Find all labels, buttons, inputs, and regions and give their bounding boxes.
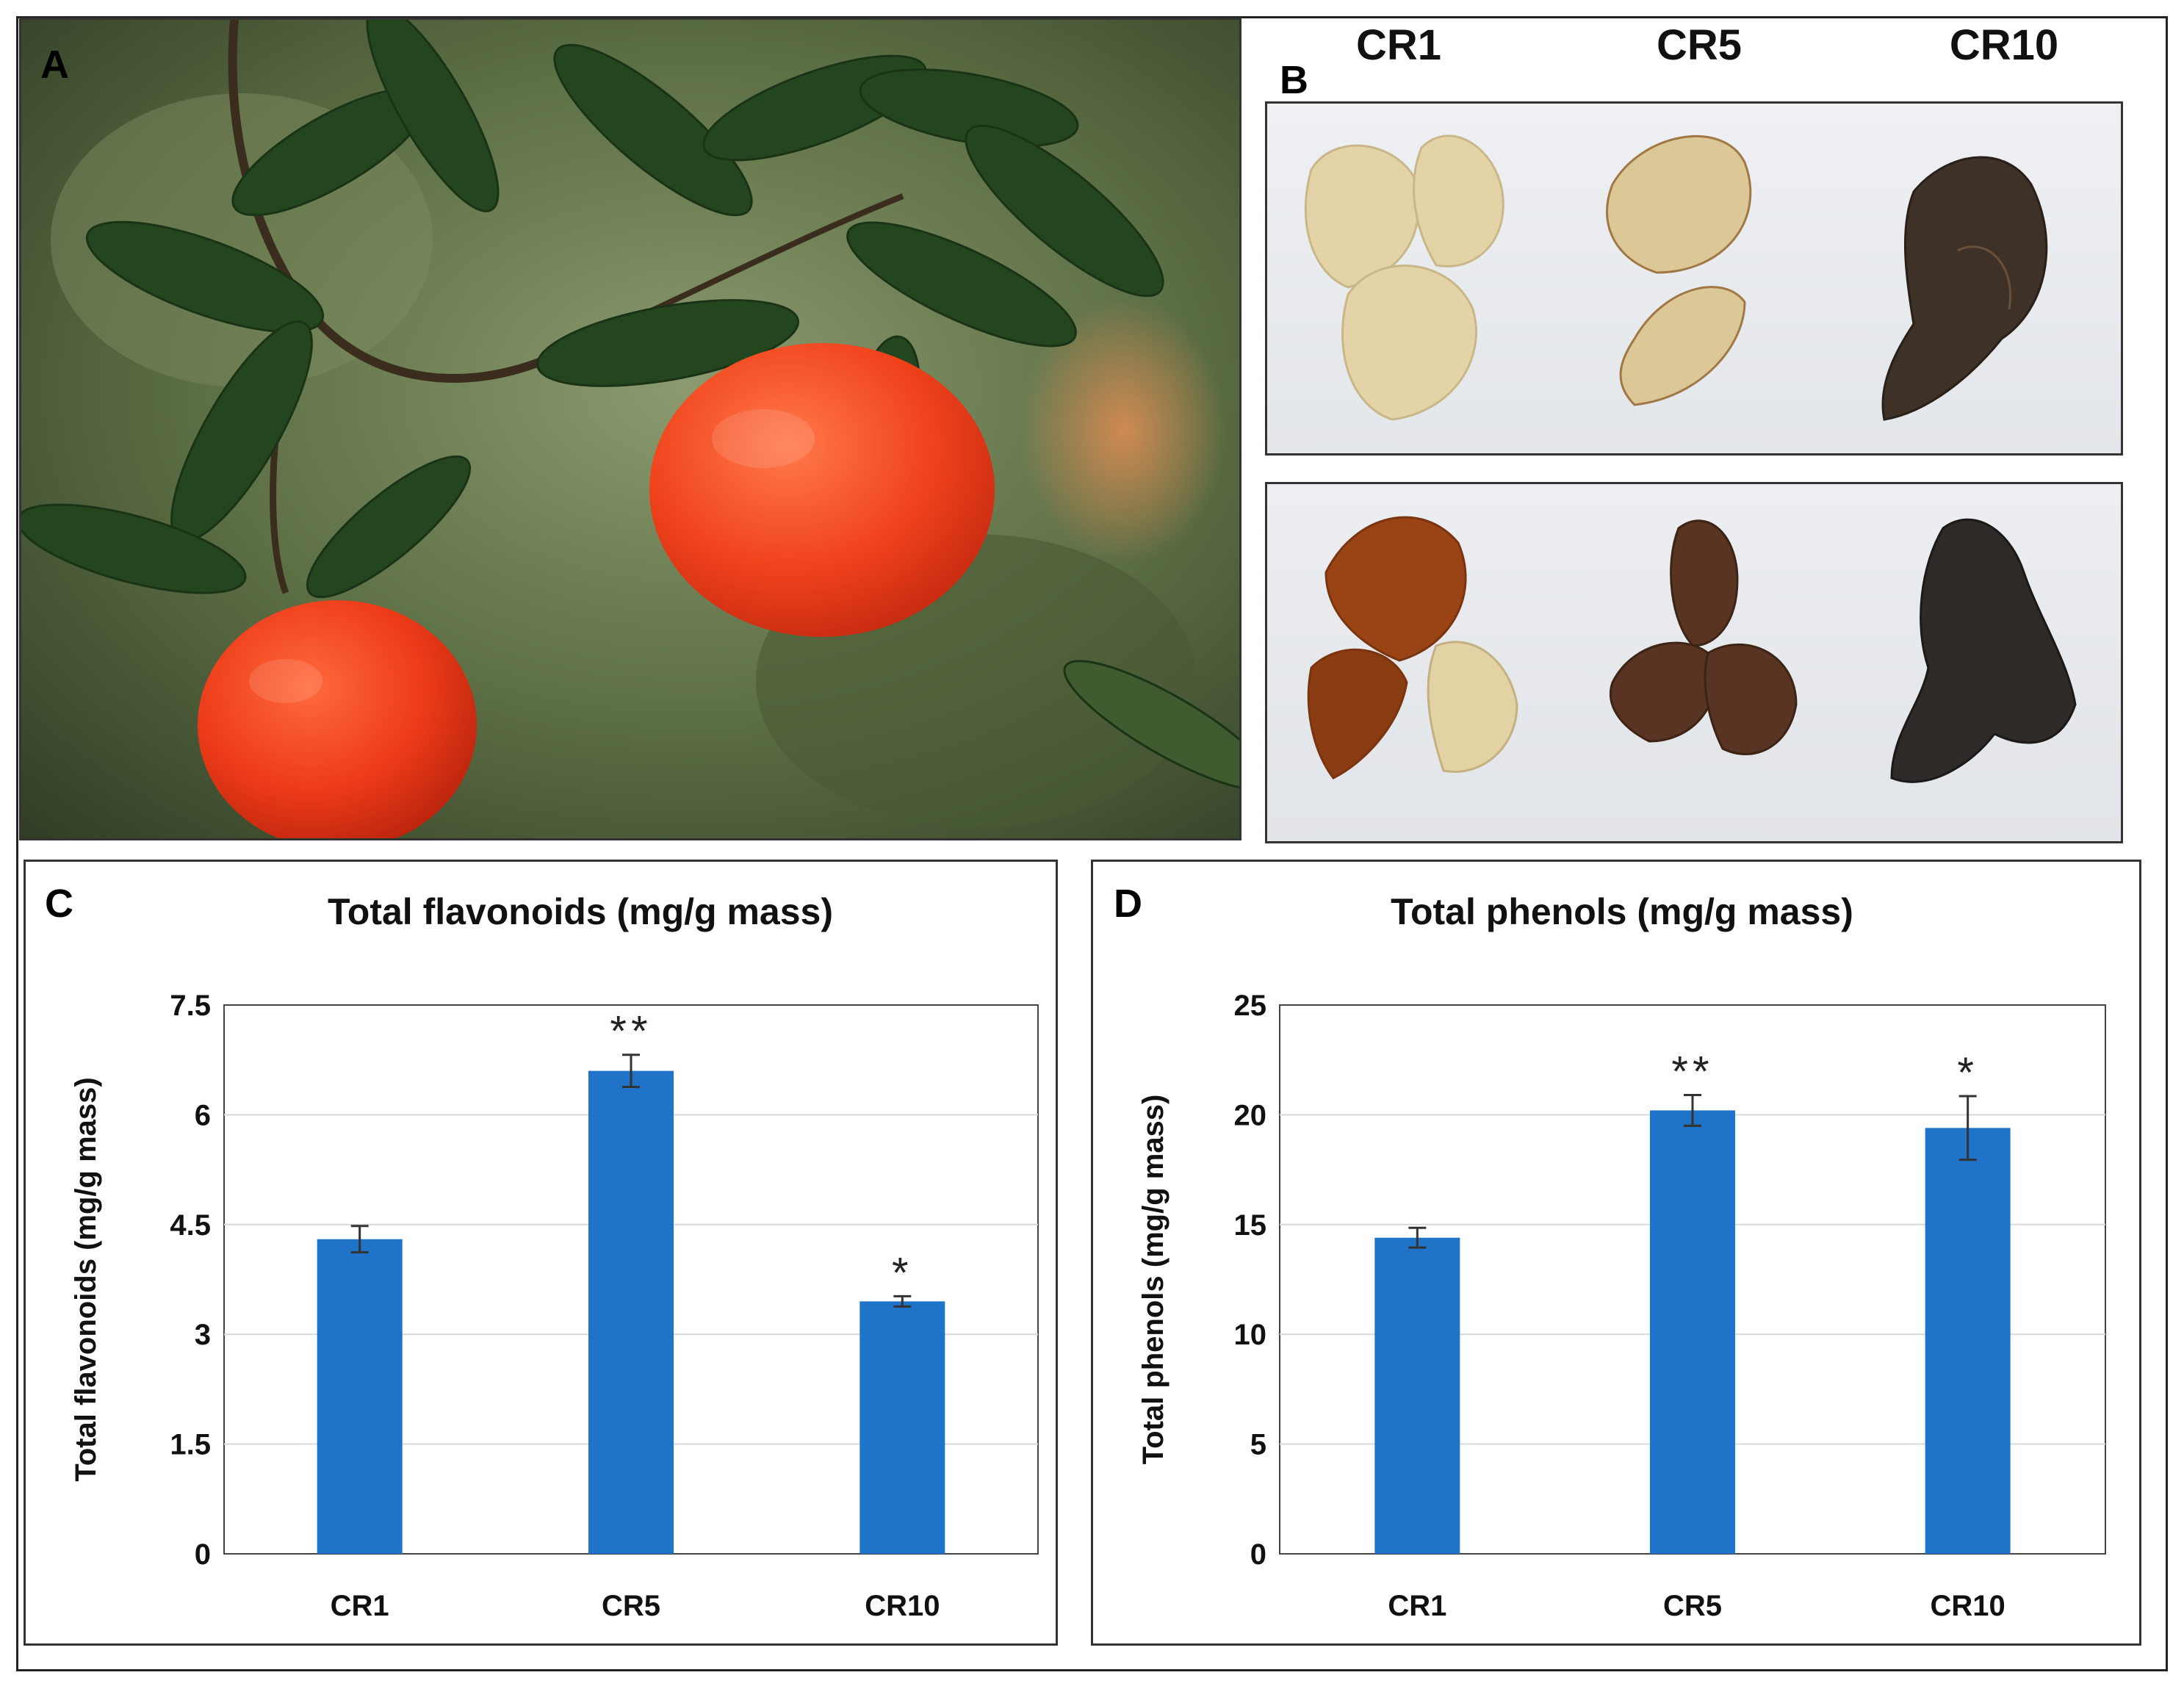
bar-cr5 xyxy=(588,1070,674,1554)
y-axis-label: Total flavonoids (mg/g mass) xyxy=(70,1077,102,1481)
peel-cr5-outer xyxy=(1609,519,1798,755)
y-axis-label: Total phenols (mg/g mass) xyxy=(1137,1095,1170,1465)
significance-marker: * xyxy=(1957,1049,1978,1097)
y-tick-label: 1.5 xyxy=(170,1429,211,1461)
panel-label-c: C xyxy=(45,882,73,926)
y-tick-label: 5 xyxy=(1250,1429,1266,1461)
panel-label-a: A xyxy=(40,43,69,87)
column-header-cr10: CR10 xyxy=(1949,21,2059,69)
peel-photo-outer-side xyxy=(1265,482,2123,843)
x-tick-label: CR1 xyxy=(331,1590,389,1622)
panel-d-chart: D Total phenols (mg/g mass) 0 5 10 15 20 25 Tot… xyxy=(1091,860,2141,1646)
peel-cr1-outer xyxy=(1307,516,1518,779)
panel-c-chart: C Total flavonoids (mg/g mass) 0 1.5 3 4.5 6 7… xyxy=(24,860,1058,1646)
y-tick-label: 4.5 xyxy=(170,1209,211,1242)
x-tick-label: CR5 xyxy=(602,1590,660,1622)
peel-cr5-inner xyxy=(1606,134,1752,406)
bar-cr5 xyxy=(1650,1110,1735,1554)
peel-cr1-inner xyxy=(1304,134,1504,421)
peel-photo-inner-side xyxy=(1265,101,2123,455)
y-tick-label: 20 xyxy=(1234,1099,1267,1131)
significance-marker: ** xyxy=(610,1008,652,1056)
y-tick-label: 3 xyxy=(195,1319,211,1351)
flavonoids-bar-chart: Total flavonoids (mg/g mass) 0 1.5 3 4.5 6 7.5… xyxy=(70,891,1039,1622)
chart-title: Total flavonoids (mg/g mass) xyxy=(328,891,833,932)
peel-cr10-inner xyxy=(1881,156,2048,421)
bar-cr10 xyxy=(1925,1128,2011,1554)
column-header-cr5: CR5 xyxy=(1656,21,1742,69)
y-tick-label: 15 xyxy=(1234,1209,1267,1242)
panel-label-b: B xyxy=(1280,58,1308,102)
y-tick-label: 25 xyxy=(1234,990,1267,1022)
panel-label-d: D xyxy=(1114,882,1142,926)
citrus-tree-photo xyxy=(21,20,1239,838)
x-tick-label: CR10 xyxy=(1931,1590,2005,1622)
mandarin-fruit-small xyxy=(198,600,477,838)
y-tick-label: 6 xyxy=(195,1099,211,1131)
peel-cr10-outer xyxy=(1890,518,2077,783)
bar-cr10 xyxy=(859,1301,945,1554)
chart-title: Total phenols (mg/g mass) xyxy=(1391,891,1853,932)
bar-cr1 xyxy=(1374,1237,1460,1554)
x-tick-label: CR1 xyxy=(1388,1590,1446,1622)
x-tick-label: CR10 xyxy=(865,1590,940,1622)
column-header-cr1: CR1 xyxy=(1355,21,1442,69)
x-tick-label: CR5 xyxy=(1663,1590,1722,1622)
significance-marker: * xyxy=(892,1249,913,1297)
y-tick-label: 0 xyxy=(1250,1538,1266,1571)
significance-marker: ** xyxy=(1671,1048,1713,1096)
y-tick-label: 0 xyxy=(195,1538,211,1571)
mandarin-fruit-large xyxy=(649,343,995,637)
panel-a-photo: A xyxy=(19,18,1241,840)
y-tick-label: 7.5 xyxy=(170,990,211,1022)
bar-cr1 xyxy=(317,1239,403,1554)
y-tick-label: 10 xyxy=(1234,1319,1267,1351)
phenols-bar-chart: Total phenols (mg/g mass) 0 5 10 15 20 25 Total… xyxy=(1137,891,2106,1622)
